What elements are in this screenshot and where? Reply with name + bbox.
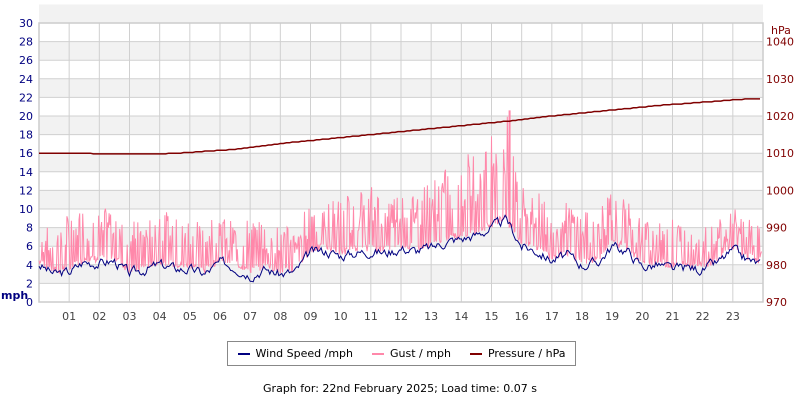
footer-status: Graph for: 22nd February 2025; Load time… <box>263 382 537 395</box>
x-tick-label: 03 <box>123 310 137 323</box>
y-tick-label: 12 <box>19 184 33 197</box>
legend-item-wind-speed: Wind Speed /mph <box>237 347 354 360</box>
wind-speed-swatch-icon <box>237 352 250 355</box>
y-tick-label: 6 <box>26 240 33 253</box>
y2-axis-label: hPa <box>771 24 791 37</box>
x-tick-label: 22 <box>696 310 710 323</box>
x-tick-label: 09 <box>304 310 318 323</box>
y-tick-label: 30 <box>19 17 33 30</box>
x-tick-label: 16 <box>515 310 529 323</box>
x-tick-label: 23 <box>726 310 740 323</box>
y-tick-label: 8 <box>26 222 33 235</box>
x-tick-label: 06 <box>213 310 227 323</box>
y-tick-label: 14 <box>19 166 33 179</box>
y2-tick-label: 980 <box>766 259 787 272</box>
grid-band <box>39 4 763 24</box>
y2-tick-label: 970 <box>766 296 787 309</box>
y2-tick-label: 990 <box>766 222 787 235</box>
x-tick-label: 17 <box>545 310 559 323</box>
wind-speed-series-line <box>38 214 761 283</box>
legend-label-wind-speed: Wind Speed /mph <box>255 347 354 360</box>
legend-item-gust: Gust / mph <box>372 347 451 360</box>
gust-swatch-icon <box>372 352 385 355</box>
legend-item-pressure: Pressure / hPa <box>469 347 566 360</box>
y2-tick-label: 1040 <box>766 36 794 49</box>
pressure-series-line <box>39 98 760 155</box>
y-tick-label: 20 <box>19 110 33 123</box>
y-tick-label: 4 <box>26 259 33 272</box>
y2-tick-label: 1020 <box>766 110 794 123</box>
x-tick-label: 14 <box>454 310 468 323</box>
y2-tick-label: 1030 <box>766 73 794 86</box>
x-tick-label: 07 <box>243 310 257 323</box>
legend: Wind Speed /mph Gust / mph Pressure / hP… <box>227 341 576 366</box>
x-tick-label: 20 <box>635 310 649 323</box>
y-tick-label: 16 <box>19 147 33 160</box>
y-tick-label: 22 <box>19 91 33 104</box>
x-tick-label: 11 <box>364 310 378 323</box>
y-tick-label: 2 <box>26 277 33 290</box>
y-tick-label: 24 <box>19 73 33 86</box>
x-tick-label: 15 <box>485 310 499 323</box>
x-tick-label: 04 <box>153 310 167 323</box>
legend-label-pressure: Pressure / hPa <box>487 347 566 360</box>
y-tick-label: 0 <box>26 296 33 309</box>
x-tick-label: 08 <box>273 310 287 323</box>
x-tick-label: 21 <box>666 310 680 323</box>
x-tick-label: 10 <box>334 310 348 323</box>
x-tick-label: 02 <box>92 310 106 323</box>
y2-tick-label: 1000 <box>766 184 794 197</box>
legend-label-gust: Gust / mph <box>390 347 451 360</box>
x-tick-label: 19 <box>605 310 619 323</box>
x-tick-label: 05 <box>183 310 197 323</box>
x-tick-label: 13 <box>424 310 438 323</box>
y-tick-label: 18 <box>19 129 33 142</box>
y2-tick-label: 1010 <box>766 147 794 160</box>
y-tick-label: 26 <box>19 54 33 67</box>
x-tick-label: 18 <box>575 310 589 323</box>
y-tick-label: 10 <box>19 203 33 216</box>
x-tick-label: 01 <box>62 310 76 323</box>
pressure-swatch-icon <box>469 352 482 355</box>
gust-series-line <box>38 116 762 274</box>
y-axis-label: mph <box>1 289 28 302</box>
x-tick-label: 12 <box>394 310 408 323</box>
y-tick-label: 28 <box>19 36 33 49</box>
plot-frame <box>38 22 764 303</box>
